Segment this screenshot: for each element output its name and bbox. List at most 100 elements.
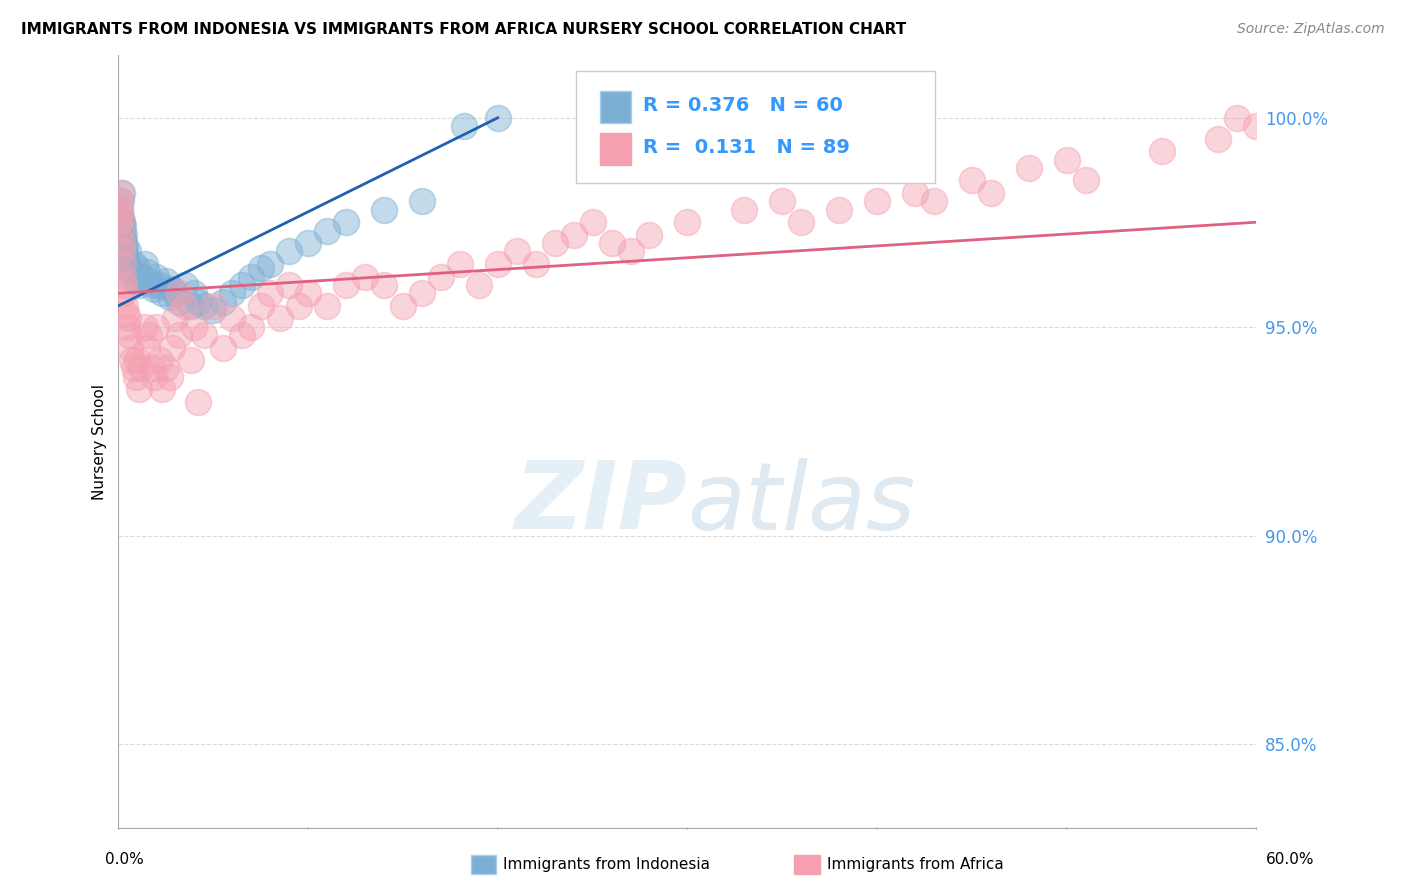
Point: [980, 186, 1002, 200]
Point: [143, 282, 166, 296]
Point: [249, 299, 271, 313]
Point: [111, 244, 134, 259]
Point: [129, 361, 152, 376]
Point: [562, 227, 585, 242]
Point: [110, 224, 132, 238]
Point: [150, 382, 173, 396]
Point: [278, 244, 301, 259]
Point: [453, 119, 475, 133]
Point: [110, 236, 132, 251]
Point: [112, 286, 135, 301]
Point: [124, 274, 146, 288]
Point: [1150, 145, 1173, 159]
Point: [770, 194, 793, 209]
Point: [110, 194, 132, 209]
Point: [581, 215, 603, 229]
Point: [187, 395, 209, 409]
Point: [128, 277, 150, 292]
Point: [231, 277, 253, 292]
Point: [187, 294, 209, 309]
Point: [1246, 119, 1268, 133]
Point: [110, 211, 132, 225]
Point: [134, 319, 156, 334]
Point: [145, 319, 167, 334]
Point: [108, 227, 131, 242]
Point: [108, 215, 131, 229]
Point: [600, 236, 623, 251]
Point: [138, 274, 160, 288]
Point: [506, 244, 529, 259]
Point: [231, 328, 253, 343]
Point: [112, 219, 135, 234]
Point: [790, 215, 813, 229]
Point: [733, 202, 755, 217]
Point: [112, 277, 135, 292]
Point: [335, 215, 357, 229]
Text: atlas: atlas: [688, 458, 915, 549]
Point: [114, 240, 136, 254]
Point: [112, 227, 135, 242]
Point: [108, 215, 131, 229]
Point: [167, 294, 190, 309]
Point: [240, 269, 263, 284]
Point: [193, 328, 215, 343]
Point: [159, 290, 181, 304]
Point: [165, 286, 187, 301]
Point: [122, 257, 145, 271]
Point: [392, 299, 415, 313]
Point: [135, 265, 157, 279]
Point: [122, 361, 145, 376]
Point: [922, 194, 945, 209]
Point: [160, 282, 183, 296]
Point: [373, 202, 395, 217]
Point: [124, 369, 146, 384]
Point: [159, 369, 181, 384]
Point: [135, 341, 157, 355]
Point: [150, 286, 173, 301]
Point: [259, 286, 281, 301]
Point: [411, 194, 433, 209]
Point: [373, 277, 395, 292]
Point: [142, 361, 165, 376]
Point: [110, 194, 132, 209]
Point: [167, 286, 190, 301]
Point: [165, 311, 187, 326]
Point: [259, 257, 281, 271]
Point: [115, 257, 138, 271]
Point: [1226, 111, 1249, 125]
Point: [117, 244, 139, 259]
Text: Source: ZipAtlas.com: Source: ZipAtlas.com: [1237, 22, 1385, 37]
Point: [269, 311, 291, 326]
Point: [904, 186, 927, 200]
Point: [524, 257, 547, 271]
Point: [138, 328, 160, 343]
Point: [1018, 161, 1040, 175]
Point: [145, 269, 167, 284]
Point: [167, 328, 190, 343]
Text: 60.0%: 60.0%: [1267, 852, 1315, 867]
Point: [179, 299, 201, 313]
Point: [1074, 173, 1097, 187]
Point: [619, 244, 641, 259]
Point: [127, 261, 149, 276]
Point: [112, 236, 135, 251]
Point: [430, 269, 453, 284]
Text: IMMIGRANTS FROM INDONESIA VS IMMIGRANTS FROM AFRICA NURSERY SCHOOL CORRELATION C: IMMIGRANTS FROM INDONESIA VS IMMIGRANTS …: [21, 22, 907, 37]
Point: [134, 257, 156, 271]
Point: [143, 369, 166, 384]
Point: [316, 224, 339, 238]
Point: [202, 302, 225, 317]
Text: 0.0%: 0.0%: [105, 852, 145, 867]
Point: [543, 236, 565, 251]
Point: [111, 257, 134, 271]
Point: [112, 244, 135, 259]
Point: [111, 215, 134, 229]
Point: [108, 202, 131, 217]
Point: [173, 299, 195, 313]
Point: [149, 353, 172, 368]
Point: [118, 341, 141, 355]
Point: [335, 277, 357, 292]
Point: [118, 261, 141, 276]
Point: [110, 211, 132, 225]
Point: [117, 311, 139, 326]
